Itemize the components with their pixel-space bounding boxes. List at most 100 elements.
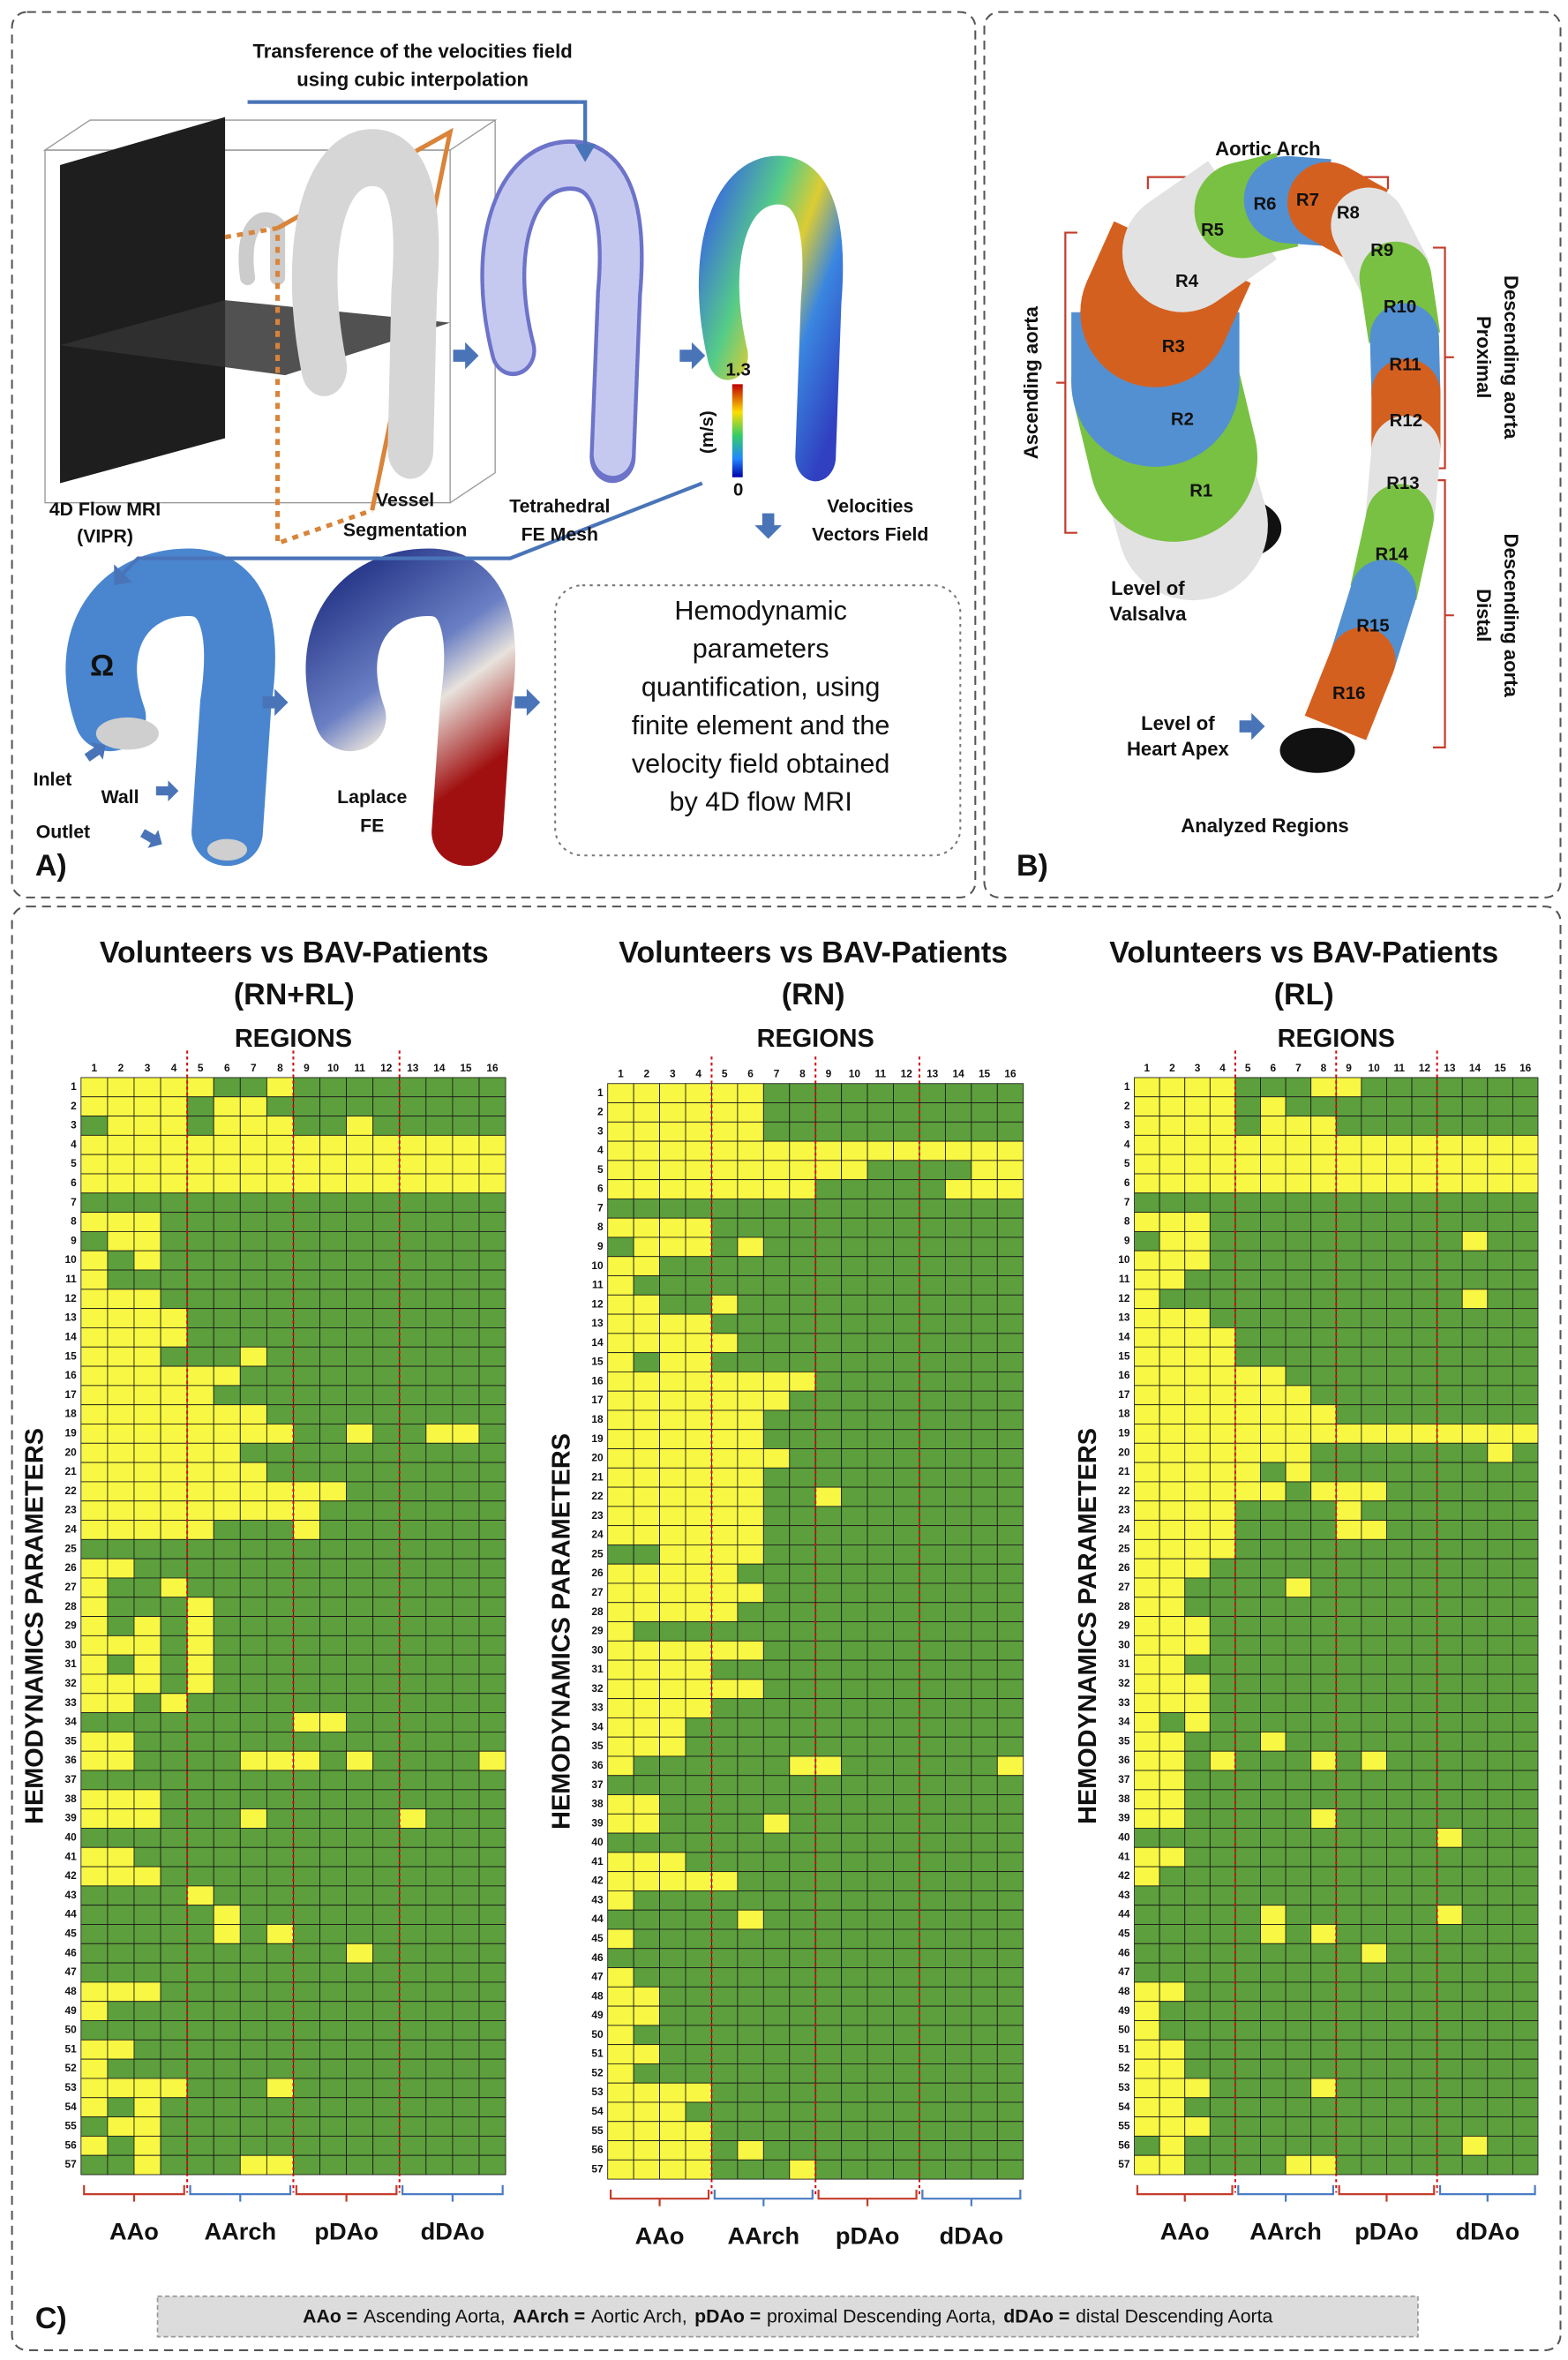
heatmap-cell [893, 1294, 920, 1315]
heatmap-cell [293, 1327, 320, 1348]
heatmap-cell [186, 1905, 214, 1925]
panel-tag: C) [35, 2302, 67, 2335]
heatmap-cell [1461, 2001, 1489, 2021]
heatmap-cell [996, 1275, 1024, 1296]
heatmap-cell [867, 1448, 894, 1469]
heatmap-cell [1512, 1558, 1539, 1579]
heatmap-cell [659, 1217, 686, 1238]
heatmap-cell [737, 1717, 764, 1738]
heatmap-cell [762, 1275, 791, 1296]
heatmap-cell [789, 1967, 816, 1988]
heatmap-cell [266, 1212, 294, 1232]
heatmap-cell [478, 2058, 506, 2079]
boundary-label: Inlet [34, 769, 72, 790]
heatmap-cell [893, 1371, 920, 1392]
heatmap-cell [1310, 1520, 1337, 1540]
heatmap-cell [319, 1693, 348, 1714]
row-label: 13 [1118, 1312, 1130, 1324]
heatmap-cell [1437, 1346, 1463, 1367]
heatmap-cell [996, 1832, 1024, 1853]
group-label: AArch [728, 2222, 800, 2250]
heatmap-cell [213, 1828, 241, 1848]
heatmap-cell [425, 1154, 454, 1175]
heatmap-cell [1361, 2058, 1387, 2079]
heatmap-cell [1335, 1731, 1362, 1752]
heatmap-cell [266, 1693, 294, 1714]
heatmap-cell [971, 1832, 998, 1853]
summary-text: finite element and the [632, 710, 890, 740]
heatmap-cell [186, 1173, 214, 1194]
heatmap-cell [944, 1506, 972, 1527]
heatmap-cell [1234, 1828, 1261, 1848]
heatmap-cell [1159, 1750, 1186, 1771]
heatmap-cell [1184, 1943, 1211, 1964]
heatmap-cell [607, 1179, 634, 1199]
heatmap-cell [160, 2058, 188, 2079]
heatmap-cell [659, 1160, 686, 1181]
heatmap-cell [996, 1140, 1024, 1161]
heatmap-cell [867, 1409, 894, 1431]
heatmap-cell [893, 1832, 920, 1853]
heatmap-cell [1285, 1212, 1312, 1232]
heatmap-cell [399, 2020, 427, 2041]
heatmap-cell [239, 1462, 267, 1483]
heatmap-cell [1461, 1077, 1489, 1098]
heatmap-cell [1285, 1116, 1312, 1136]
heatmap-cell [711, 1544, 739, 1565]
heatmap-cell [399, 1116, 427, 1136]
heatmap-cell [1386, 1808, 1413, 1829]
region-label: R16 [1332, 684, 1365, 703]
heatmap-cell [80, 1905, 109, 1925]
heatmap-cell [893, 1198, 920, 1219]
heatmap-cell [1461, 2135, 1489, 2156]
column-label: 9 [826, 1068, 832, 1080]
heatmap-cell [1335, 1981, 1362, 2003]
heatmap-cell [685, 1217, 712, 1238]
heatmap-cell [425, 1616, 454, 1636]
row-label: 9 [1124, 1234, 1130, 1246]
heatmap-cell [452, 1538, 480, 1560]
heatmap-cell [841, 2044, 868, 2064]
heatmap-cell [1234, 2001, 1261, 2021]
heatmap-cell [711, 1775, 739, 1795]
heatmap-cell [867, 2082, 894, 2103]
row-label: 5 [597, 1163, 604, 1176]
legend-abbr: dDAo = [1003, 2305, 1069, 2326]
heatmap-cell [452, 1866, 480, 1887]
heatmap-cell [346, 1077, 374, 1098]
heatmap-cell [1361, 1577, 1387, 1598]
heatmap-cell [789, 1256, 816, 1276]
heatmap-cell [1437, 1750, 1463, 1771]
heatmap-cell [737, 1486, 764, 1507]
heatmap-cell [1335, 1770, 1362, 1791]
heatmap-cell [1361, 1289, 1387, 1310]
heatmap-cell [659, 1294, 686, 1315]
heatmap-cell [346, 1597, 374, 1617]
heatmap-cell [239, 2058, 267, 2079]
heatmap-cell [107, 1404, 135, 1424]
heatmap-cell [107, 2039, 135, 2060]
heatmap-cell [1209, 1885, 1236, 1906]
heatmap-cell [893, 2140, 920, 2161]
heatmap-cell [1285, 1520, 1312, 1540]
regions-caption: Analyzed Regions [1181, 815, 1348, 837]
heatmap-cell [213, 1981, 241, 2003]
heatmap-cell [213, 1462, 241, 1483]
heatmap-cell [762, 1102, 791, 1123]
heatmap-cell [1209, 1770, 1236, 1791]
heatmap-cell [293, 1905, 320, 1925]
heatmap-cell [452, 1770, 480, 1791]
heatmap-cell [996, 1948, 1024, 1968]
heatmap-cell [80, 1538, 109, 1560]
heatmap-cell [346, 1981, 374, 2003]
heatmap-cell [293, 1308, 320, 1328]
heatmap-cell [266, 1828, 294, 1848]
row-label: 9 [71, 1234, 77, 1246]
heatmap-cell [919, 1083, 946, 1103]
heatmap-cell [186, 1693, 214, 1714]
row-label: 23 [64, 1504, 77, 1516]
heatmap-cell [1310, 1654, 1337, 1675]
heatmap-cell [789, 1333, 816, 1354]
heatmap-cell [867, 1390, 894, 1411]
heatmap-cell [944, 1198, 972, 1219]
